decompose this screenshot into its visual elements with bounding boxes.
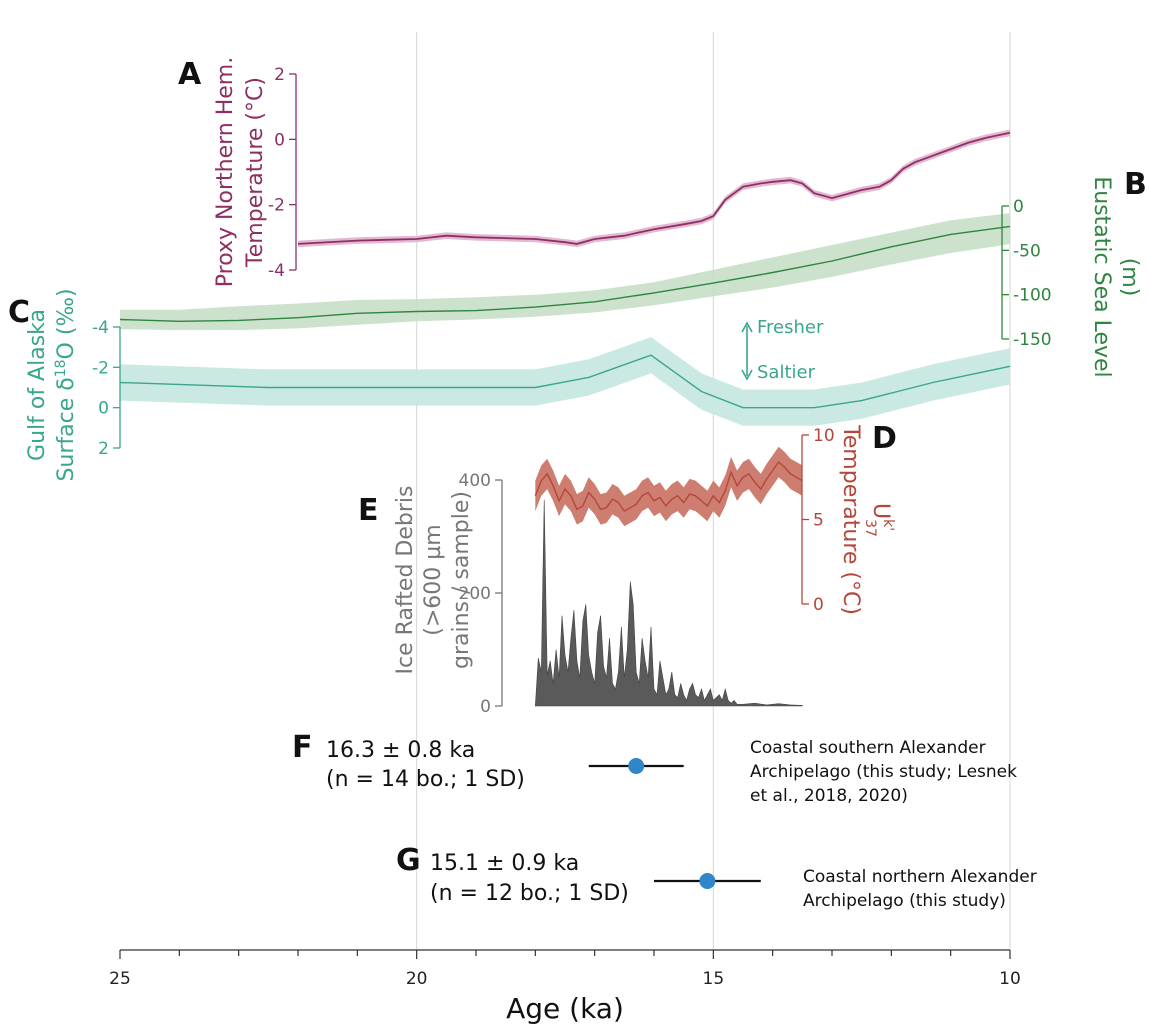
panel-d: 10 5 0 Uk'37Temperature (°C) D	[534, 421, 897, 615]
delta-o18-line	[119, 354, 1011, 409]
e-tick-label: 0	[480, 697, 491, 717]
x-tick-label: 10	[999, 969, 1021, 989]
c-axis-title: Gulf of Alaska Surface δ18O (‰)	[25, 288, 79, 481]
e-axis-title: Ice Rafted Debris (>600 µm grains / sample…	[393, 486, 474, 675]
c-tick-label: 2	[98, 439, 109, 459]
saltier-arrowhead	[741, 369, 753, 381]
a-tick-label: -2	[268, 196, 285, 216]
panel-b: 0 -50 -100 -150 Eustatic Sea Level (m)B	[119, 167, 1147, 378]
d-tick-label: 0	[813, 595, 824, 615]
uk37-line	[534, 460, 803, 513]
a-tick-label: 2	[274, 65, 285, 85]
x-tick-label: 15	[703, 969, 725, 989]
panel-letter-a: A	[178, 57, 202, 92]
sea-level-band	[120, 213, 1010, 331]
point-f-note: Archipelago (this study; Lesnek	[750, 762, 1017, 782]
panel-letter-e: E	[358, 493, 379, 528]
e-tick-label: 400	[459, 471, 491, 491]
b-tick-label: -50	[1013, 241, 1041, 261]
point-g-marker	[699, 873, 716, 889]
temperature-line	[297, 131, 1011, 245]
a-tick-label: 0	[274, 130, 285, 150]
point-g-n: (n = 12 bo.; 1 SD)	[430, 881, 629, 906]
b-axis-title: Eustatic Sea Level (m)	[1089, 176, 1142, 377]
b-tick-label: -150	[1013, 330, 1052, 350]
point-g-note: Archipelago (this study)	[803, 891, 1006, 911]
point-f-marker	[628, 758, 645, 774]
fresher-label: Fresher	[757, 317, 824, 338]
panel-letter-f: F	[292, 730, 313, 765]
panel-letter-c: C	[8, 295, 30, 330]
saltier-label: Saltier	[757, 362, 816, 383]
d-tick-label: 5	[813, 511, 824, 531]
c-tick-label: -4	[92, 318, 109, 338]
ird-area	[534, 499, 803, 707]
age-points: F 16.3 ± 0.8 ka (n = 14 bo.; 1 SD) Coastal …	[292, 730, 1037, 911]
point-g-age: 15.1 ± 0.9 ka	[430, 851, 579, 876]
a-tick-label: -4	[268, 261, 285, 281]
b-tick-label: 0	[1013, 197, 1024, 217]
uk37-band	[535, 446, 803, 527]
point-f-n: (n = 14 bo.; 1 SD)	[326, 767, 525, 792]
x-axis-title: Age (ka)	[506, 992, 624, 1024]
b-tick-label: -100	[1013, 286, 1052, 306]
point-f-age: 16.3 ± 0.8 ka	[326, 738, 475, 763]
d-tick-label: 10	[813, 426, 835, 446]
panel-letter-d: D	[872, 421, 897, 456]
fresher-arrowhead	[741, 321, 753, 333]
x-axis: 25 20 15 10 Age (ka)	[109, 949, 1021, 1024]
point-f-note: Coastal southern Alexander	[750, 738, 986, 758]
x-tick-label: 25	[109, 969, 131, 989]
d-axis-title: Uk'37Temperature (°C)	[838, 424, 896, 615]
a-axis-title: Proxy Northern Hem. Temperature (°C)	[213, 57, 268, 287]
e-tick-label: 200	[459, 584, 491, 604]
x-tick-label: 20	[406, 969, 428, 989]
panel-c: -4 -2 0 2 Gulf of Alaska Surface δ18O (‰)C Fre…	[8, 288, 1011, 482]
panel-letter-b: B	[1124, 167, 1147, 202]
panel-letter-g: G	[396, 843, 421, 878]
c-tick-label: -2	[92, 358, 109, 378]
sea-level-line	[119, 225, 1011, 323]
point-g-note: Coastal northern Alexander	[803, 867, 1037, 887]
point-f-note: et al., 2018, 2020)	[750, 786, 908, 806]
panel-e: 400 200 0 Ice Rafted Debris (>600 µm grains /…	[358, 471, 803, 717]
c-tick-label: 0	[98, 399, 109, 419]
